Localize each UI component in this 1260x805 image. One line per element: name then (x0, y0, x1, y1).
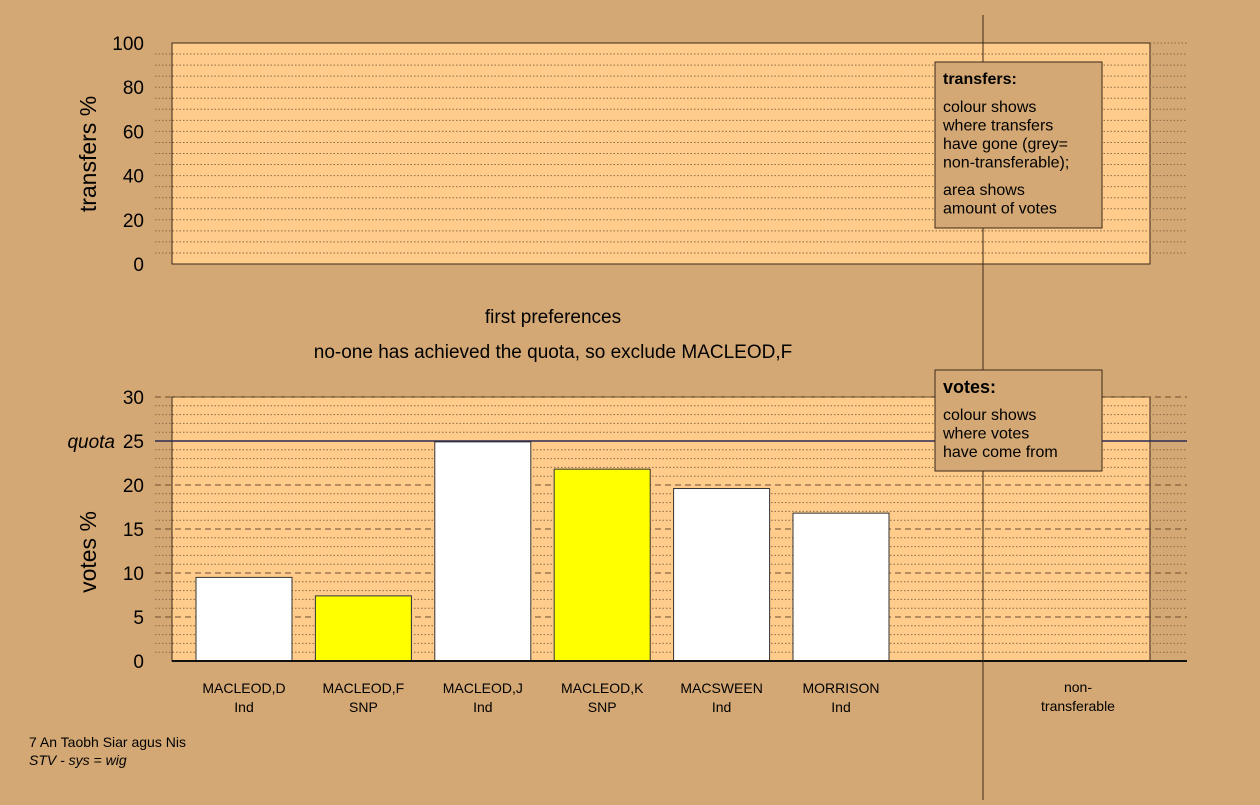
votes-bar (434, 441, 532, 662)
votes-bar (553, 468, 651, 662)
transfers-legend-box (934, 61, 1103, 229)
transfers-tick-label: 60 (123, 122, 144, 143)
votes-legend-box (934, 369, 1103, 472)
candidate-name-label: MACLEOD,J (443, 680, 523, 696)
votes-axis-label: votes % (75, 511, 101, 593)
chart-title: first preferences (485, 307, 621, 328)
transfers-tick-label: 40 (123, 167, 144, 188)
candidate-party-label: SNP (588, 699, 617, 715)
votes-tick-label: 10 (123, 564, 144, 585)
votes-legend-text: where votes (942, 426, 1029, 443)
votes-tick-label: 25 (123, 432, 144, 453)
candidate-name-label: MACLEOD,D (202, 680, 285, 696)
quota-label: quota (67, 432, 115, 453)
footer: 7 An Taobh Siar agus Nis STV - sys = wig (29, 733, 186, 769)
transfers-legend-text: non-transferable); (943, 155, 1069, 172)
votes-tick-label: 30 (123, 388, 144, 409)
votes-bar (792, 512, 890, 662)
votes-bar (314, 595, 412, 662)
votes-tick-label: 0 (133, 652, 144, 673)
candidate-name-label: MACLEOD,K (561, 680, 644, 696)
candidate-party-label: SNP (349, 699, 378, 715)
transfers-axis-label: transfers % (75, 96, 101, 212)
votes-legend-title: votes: (943, 377, 996, 397)
transfers-legend-text: have gone (grey= (943, 136, 1068, 153)
candidate-name-label: MORRISON (803, 680, 880, 696)
candidate-party-label: Ind (234, 699, 253, 715)
transfers-tick-label: 100 (112, 34, 144, 55)
votes-tick-label: 20 (123, 476, 144, 497)
votes-bar (673, 488, 771, 662)
votes-legend-text: have come from (943, 444, 1058, 461)
nontransferable-label: non- (1064, 679, 1092, 695)
candidate-party-label: Ind (831, 699, 850, 715)
candidate-name-label: MACLEOD,F (323, 680, 405, 696)
candidate-party-label: Ind (473, 699, 492, 715)
votes-tick-label: 15 (123, 520, 144, 541)
transfers-legend-text: amount of votes (943, 201, 1057, 218)
transfers-legend-text: area shows (943, 182, 1025, 199)
transfers-legend-text: where transfers (942, 118, 1053, 135)
votes-bar (195, 576, 293, 662)
transfers-tick-label: 20 (123, 211, 144, 232)
nontransferable-label: transferable (1041, 698, 1115, 714)
votes-legend-text: colour shows (943, 407, 1036, 424)
candidate-party-label: Ind (712, 699, 731, 715)
transfers-tick-label: 80 (123, 78, 144, 99)
candidate-name-label: MACSWEEN (680, 680, 762, 696)
footer-constituency: 7 An Taobh Siar agus Nis (29, 734, 186, 750)
transfers-tick-label: 0 (133, 255, 144, 276)
transfers-legend-text: colour shows (943, 99, 1036, 116)
votes-tick-label: 5 (133, 608, 144, 629)
footer-system: STV - sys = wig (29, 752, 127, 768)
chart-subtitle: no-one has achieved the quota, so exclud… (314, 342, 792, 363)
transfers-legend-title: transfers: (943, 71, 1017, 88)
